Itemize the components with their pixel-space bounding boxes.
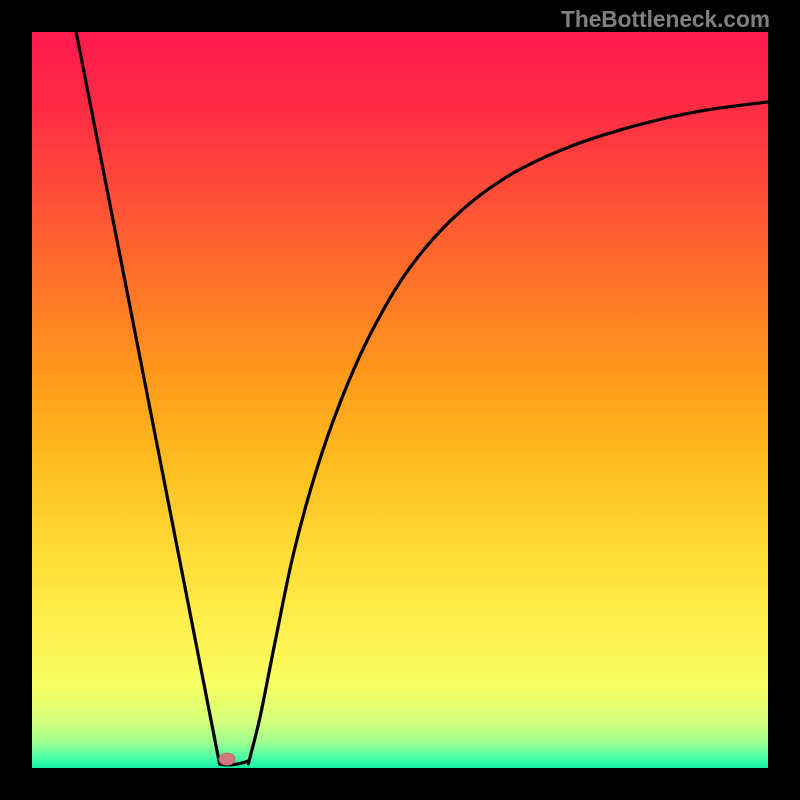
attribution-text: TheBottleneck.com (561, 6, 770, 33)
bottleneck-curve-svg (32, 32, 768, 768)
chart-container: { "canvas": { "width": 800, "height": 80… (0, 0, 800, 800)
bottleneck-curve (76, 32, 768, 765)
minimum-marker (219, 753, 235, 765)
plot-area (32, 32, 768, 768)
